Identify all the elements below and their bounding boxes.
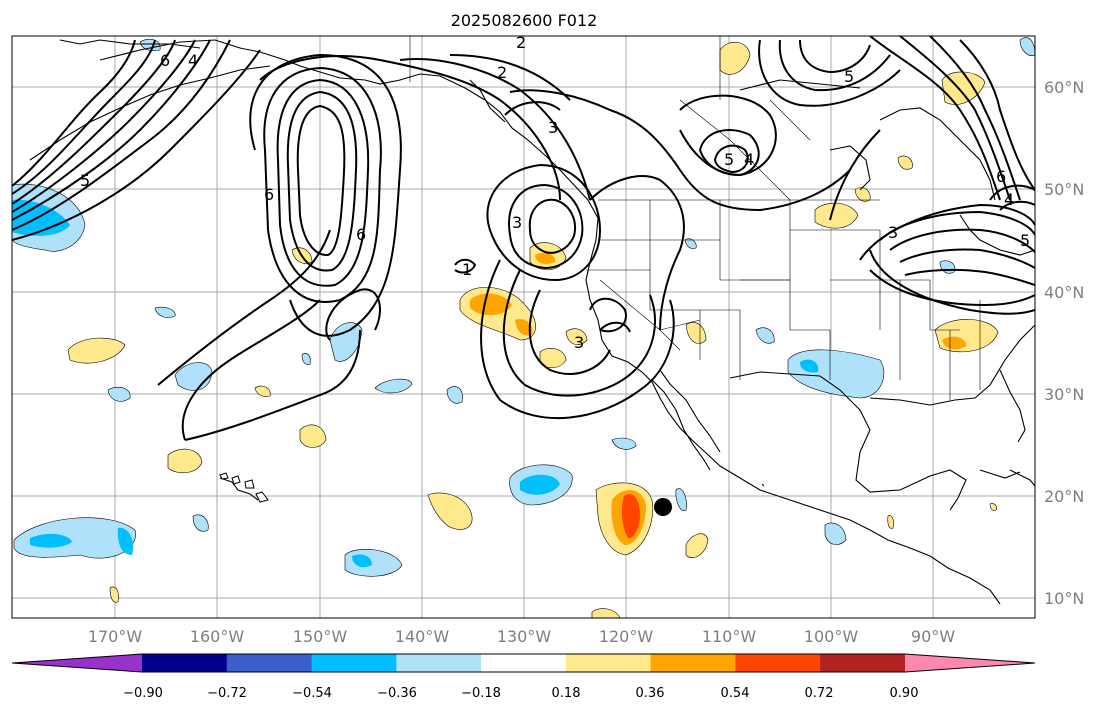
contour-label: 6 bbox=[356, 225, 366, 244]
colorbar-label: 0.90 bbox=[890, 686, 919, 701]
contour-label: 5 bbox=[844, 67, 854, 86]
contour-label: 3 bbox=[548, 118, 558, 137]
colorbar-segment bbox=[311, 654, 397, 672]
lat-label: 60°N bbox=[1044, 78, 1084, 97]
lon-label: 150°W bbox=[293, 627, 348, 646]
lat-label: 30°N bbox=[1044, 385, 1084, 404]
contour-label: 4 bbox=[188, 51, 198, 70]
colorbar-label: −0.18 bbox=[461, 686, 501, 701]
lon-label: 140°W bbox=[395, 627, 450, 646]
lon-label: 110°W bbox=[702, 627, 757, 646]
lon-label: 130°W bbox=[497, 627, 552, 646]
contour-label: 2 bbox=[497, 63, 507, 82]
colorbar-extend-high bbox=[905, 654, 1035, 672]
contour-label: 5 bbox=[1020, 231, 1030, 250]
colorbar-label: 0.72 bbox=[805, 686, 834, 701]
colorbar-segment bbox=[565, 654, 652, 672]
colorbar-segment bbox=[226, 654, 313, 672]
map-frame bbox=[11, 35, 1036, 619]
marker-dot bbox=[654, 498, 672, 516]
map-title: 2025082600 F012 bbox=[451, 11, 598, 30]
contour-label: 4 bbox=[1004, 190, 1014, 209]
colorbar-segments bbox=[11, 653, 1036, 673]
colorbar-tick-labels: −0.90 −0.72 −0.54 −0.36 −0.18 0.18 0.36 … bbox=[123, 686, 918, 701]
contour-label: 5 bbox=[80, 171, 90, 190]
longitude-labels: 170°W 160°W 150°W 140°W 130°W 120°W 110°… bbox=[88, 627, 955, 646]
colorbar-label: −0.90 bbox=[123, 686, 163, 701]
lon-label: 170°W bbox=[88, 627, 143, 646]
colorbar-segment bbox=[820, 654, 906, 672]
colorbar-label: 0.18 bbox=[552, 686, 581, 701]
contour-label: 1 bbox=[462, 260, 472, 279]
lat-label: 10°N bbox=[1044, 589, 1084, 608]
lon-label: 120°W bbox=[599, 627, 654, 646]
lat-label: 40°N bbox=[1044, 283, 1084, 302]
colorbar-extend-low bbox=[12, 654, 142, 672]
colorbar-label: −0.54 bbox=[292, 686, 332, 701]
contour-label: 3 bbox=[888, 223, 898, 242]
colorbar-label: 0.54 bbox=[721, 686, 750, 701]
colorbar-segment bbox=[481, 654, 567, 672]
lon-label: 100°W bbox=[804, 627, 859, 646]
coastlines bbox=[29, 39, 1035, 605]
contour-label-group: 2 3 3 3 4 5 5 6 6 6 4 5 6 1 2 3 4 5 bbox=[80, 33, 1030, 352]
shaded-fields bbox=[12, 37, 1035, 618]
colorbar-segment bbox=[735, 654, 821, 672]
contour-label: 5 bbox=[724, 150, 734, 169]
contour-label: 6 bbox=[264, 185, 274, 204]
lat-label: 50°N bbox=[1044, 180, 1084, 199]
colorbar-outline bbox=[11, 653, 1036, 673]
contour-label: 2 bbox=[516, 33, 526, 52]
contour-label: 4 bbox=[744, 150, 754, 169]
contour-label: 3 bbox=[512, 213, 522, 232]
islands bbox=[219, 472, 765, 503]
colorbar-segment bbox=[142, 654, 228, 672]
lon-label: 90°W bbox=[911, 627, 955, 646]
colorbar-label: 0.36 bbox=[636, 686, 665, 701]
latitude-labels: 60°N 50°N 40°N 30°N 20°N 10°N bbox=[1044, 78, 1084, 608]
colorbar-label: −0.36 bbox=[377, 686, 417, 701]
contour-label: 6 bbox=[160, 51, 170, 70]
lat-label: 20°N bbox=[1044, 487, 1084, 506]
contour-label: 3 bbox=[574, 333, 584, 352]
colorbar-label: −0.72 bbox=[207, 686, 247, 701]
lon-label: 160°W bbox=[190, 627, 245, 646]
colorbar-segment bbox=[396, 654, 482, 672]
borders bbox=[409, 36, 981, 400]
colorbar: −0.90 −0.72 −0.54 −0.36 −0.18 0.18 0.36 … bbox=[11, 653, 1036, 701]
height-contours bbox=[12, 36, 1035, 441]
contour-label: 6 bbox=[996, 167, 1006, 186]
colorbar-segment bbox=[650, 654, 736, 672]
